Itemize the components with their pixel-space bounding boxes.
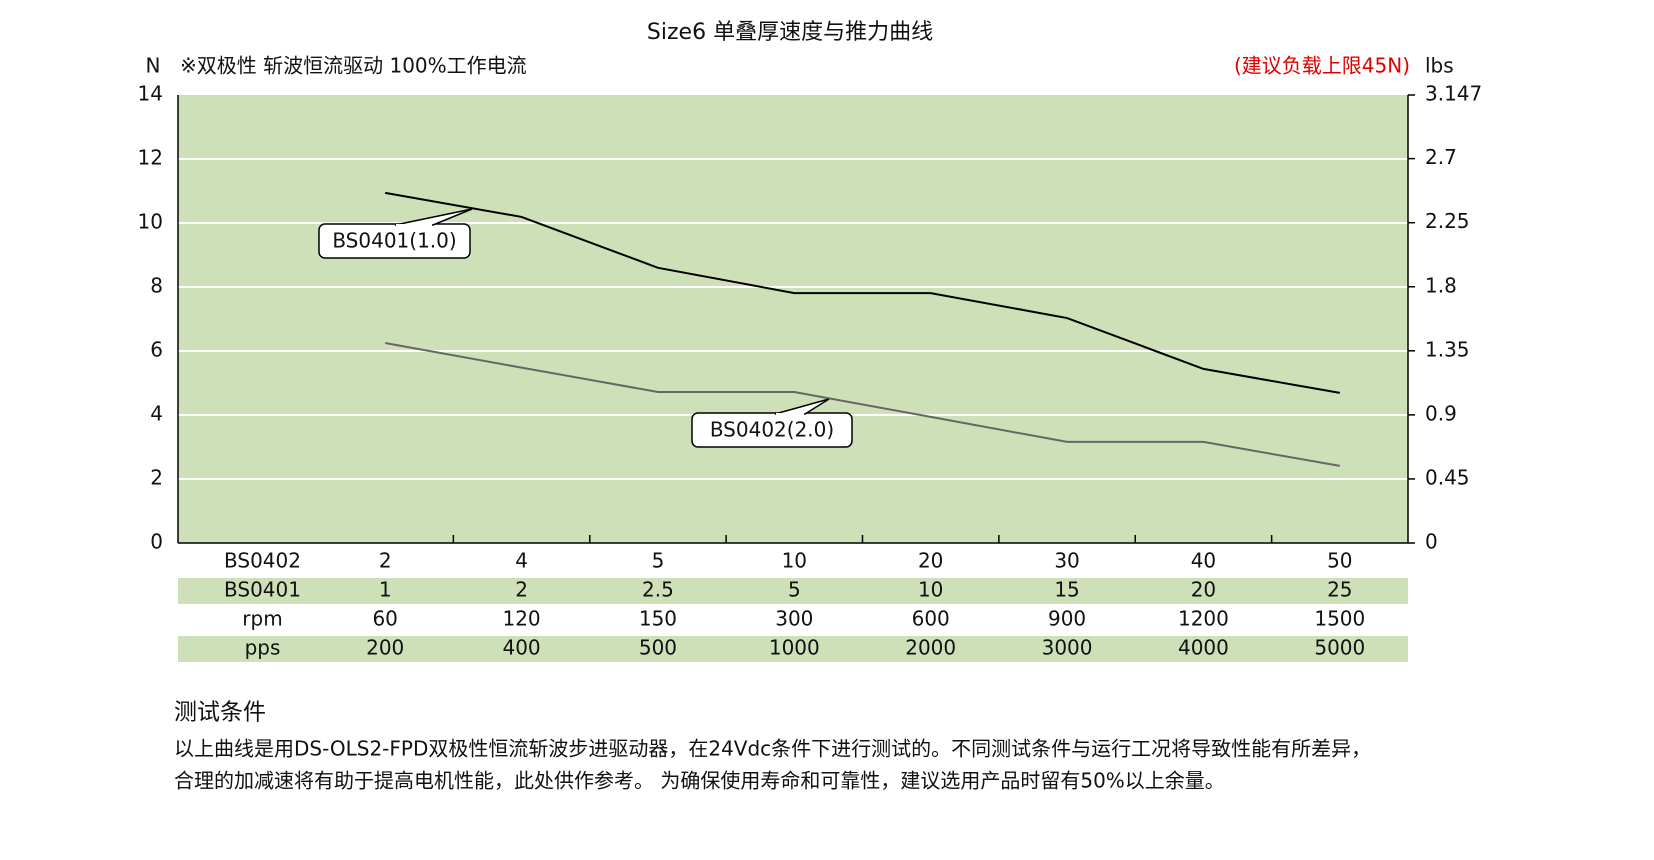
callout-label: BS0401(1.0): [332, 229, 456, 253]
row-value: 1500: [1314, 607, 1365, 631]
row-value: 120: [502, 607, 540, 631]
row-value: 4000: [1178, 636, 1229, 660]
plot-area: [178, 95, 1408, 543]
row-value: 2: [515, 578, 528, 602]
table-row-bg: [178, 578, 1408, 604]
y2-tick-label: 1.8: [1425, 273, 1457, 297]
row-value: 5000: [1314, 636, 1365, 660]
y-tick-label: 8: [150, 274, 163, 298]
y2-tick-label: 0.9: [1425, 401, 1457, 425]
series-line: [385, 342, 1340, 467]
row-value: 2: [379, 549, 392, 573]
notes-line: 以上曲线是用DS-OLS2-FPD双极性恒流斩波步进驱动器，在24Vdc条件下进…: [174, 737, 1371, 761]
y-axis-label: N: [146, 54, 161, 78]
row-label: BS0402: [224, 549, 301, 573]
series-line: [385, 191, 1340, 394]
y2-tick-label: 2.25: [1425, 209, 1470, 233]
row-value: 20: [918, 549, 943, 573]
row-value: 5: [652, 549, 665, 573]
y2-tick-label: 0.45: [1425, 465, 1470, 489]
row-value: 4: [515, 549, 528, 573]
row-value: 1200: [1178, 607, 1229, 631]
note: ※双极性 斩波恒流驱动 100%工作电流: [180, 54, 527, 78]
notes-heading: 测试条件: [174, 700, 266, 726]
row-value: 15: [1054, 578, 1079, 602]
limit-note: (建议负载上限45N): [1234, 54, 1410, 78]
callout-label: BS0402(2.0): [710, 418, 834, 442]
row-value: 150: [639, 607, 677, 631]
y-tick-label: 10: [138, 210, 163, 234]
row-value: 200: [366, 636, 404, 660]
row-value: 50: [1327, 549, 1352, 573]
row-value: 30: [1054, 549, 1079, 573]
row-value: 300: [775, 607, 813, 631]
row-value: 1000: [769, 636, 820, 660]
table-row-bg: [178, 636, 1408, 662]
y-tick-label: 6: [150, 338, 163, 362]
row-value: 400: [502, 636, 540, 660]
notes-line: 合理的加减速将有助于提高电机性能，此处供作参考。 为确保使用寿命和可靠性，建议选…: [174, 769, 1225, 793]
row-value: 40: [1191, 549, 1216, 573]
callout-box: [318, 223, 471, 259]
row-label: BS0401: [224, 578, 301, 602]
y-tick-label: 14: [138, 82, 163, 106]
row-label: rpm: [242, 607, 282, 631]
chart-title: Size6 单叠厚速度与推力曲线: [647, 20, 933, 45]
callout-box: [691, 412, 853, 448]
y2-tick-label: 3.147: [1425, 82, 1482, 106]
row-value: 600: [912, 607, 950, 631]
row-value: 10: [782, 549, 807, 573]
y2-axis-label: lbs: [1425, 54, 1454, 78]
row-value: 3000: [1042, 636, 1093, 660]
y-tick-label: 2: [150, 466, 163, 490]
y-tick-label: 0: [150, 530, 163, 554]
row-value: 2.5: [642, 578, 674, 602]
row-label: pps: [245, 636, 281, 660]
row-value: 900: [1048, 607, 1086, 631]
row-value: 25: [1327, 578, 1352, 602]
y2-tick-label: 1.35: [1425, 337, 1470, 361]
row-value: 60: [372, 607, 397, 631]
row-value: 5: [788, 578, 801, 602]
row-value: 10: [918, 578, 943, 602]
y-tick-label: 4: [150, 402, 163, 426]
row-value: 2000: [905, 636, 956, 660]
y2-tick-label: 2.7: [1425, 145, 1457, 169]
row-value: 1: [379, 578, 392, 602]
row-value: 500: [639, 636, 677, 660]
y-tick-label: 12: [138, 146, 163, 170]
y2-tick-label: 0: [1425, 530, 1438, 554]
row-value: 20: [1191, 578, 1216, 602]
